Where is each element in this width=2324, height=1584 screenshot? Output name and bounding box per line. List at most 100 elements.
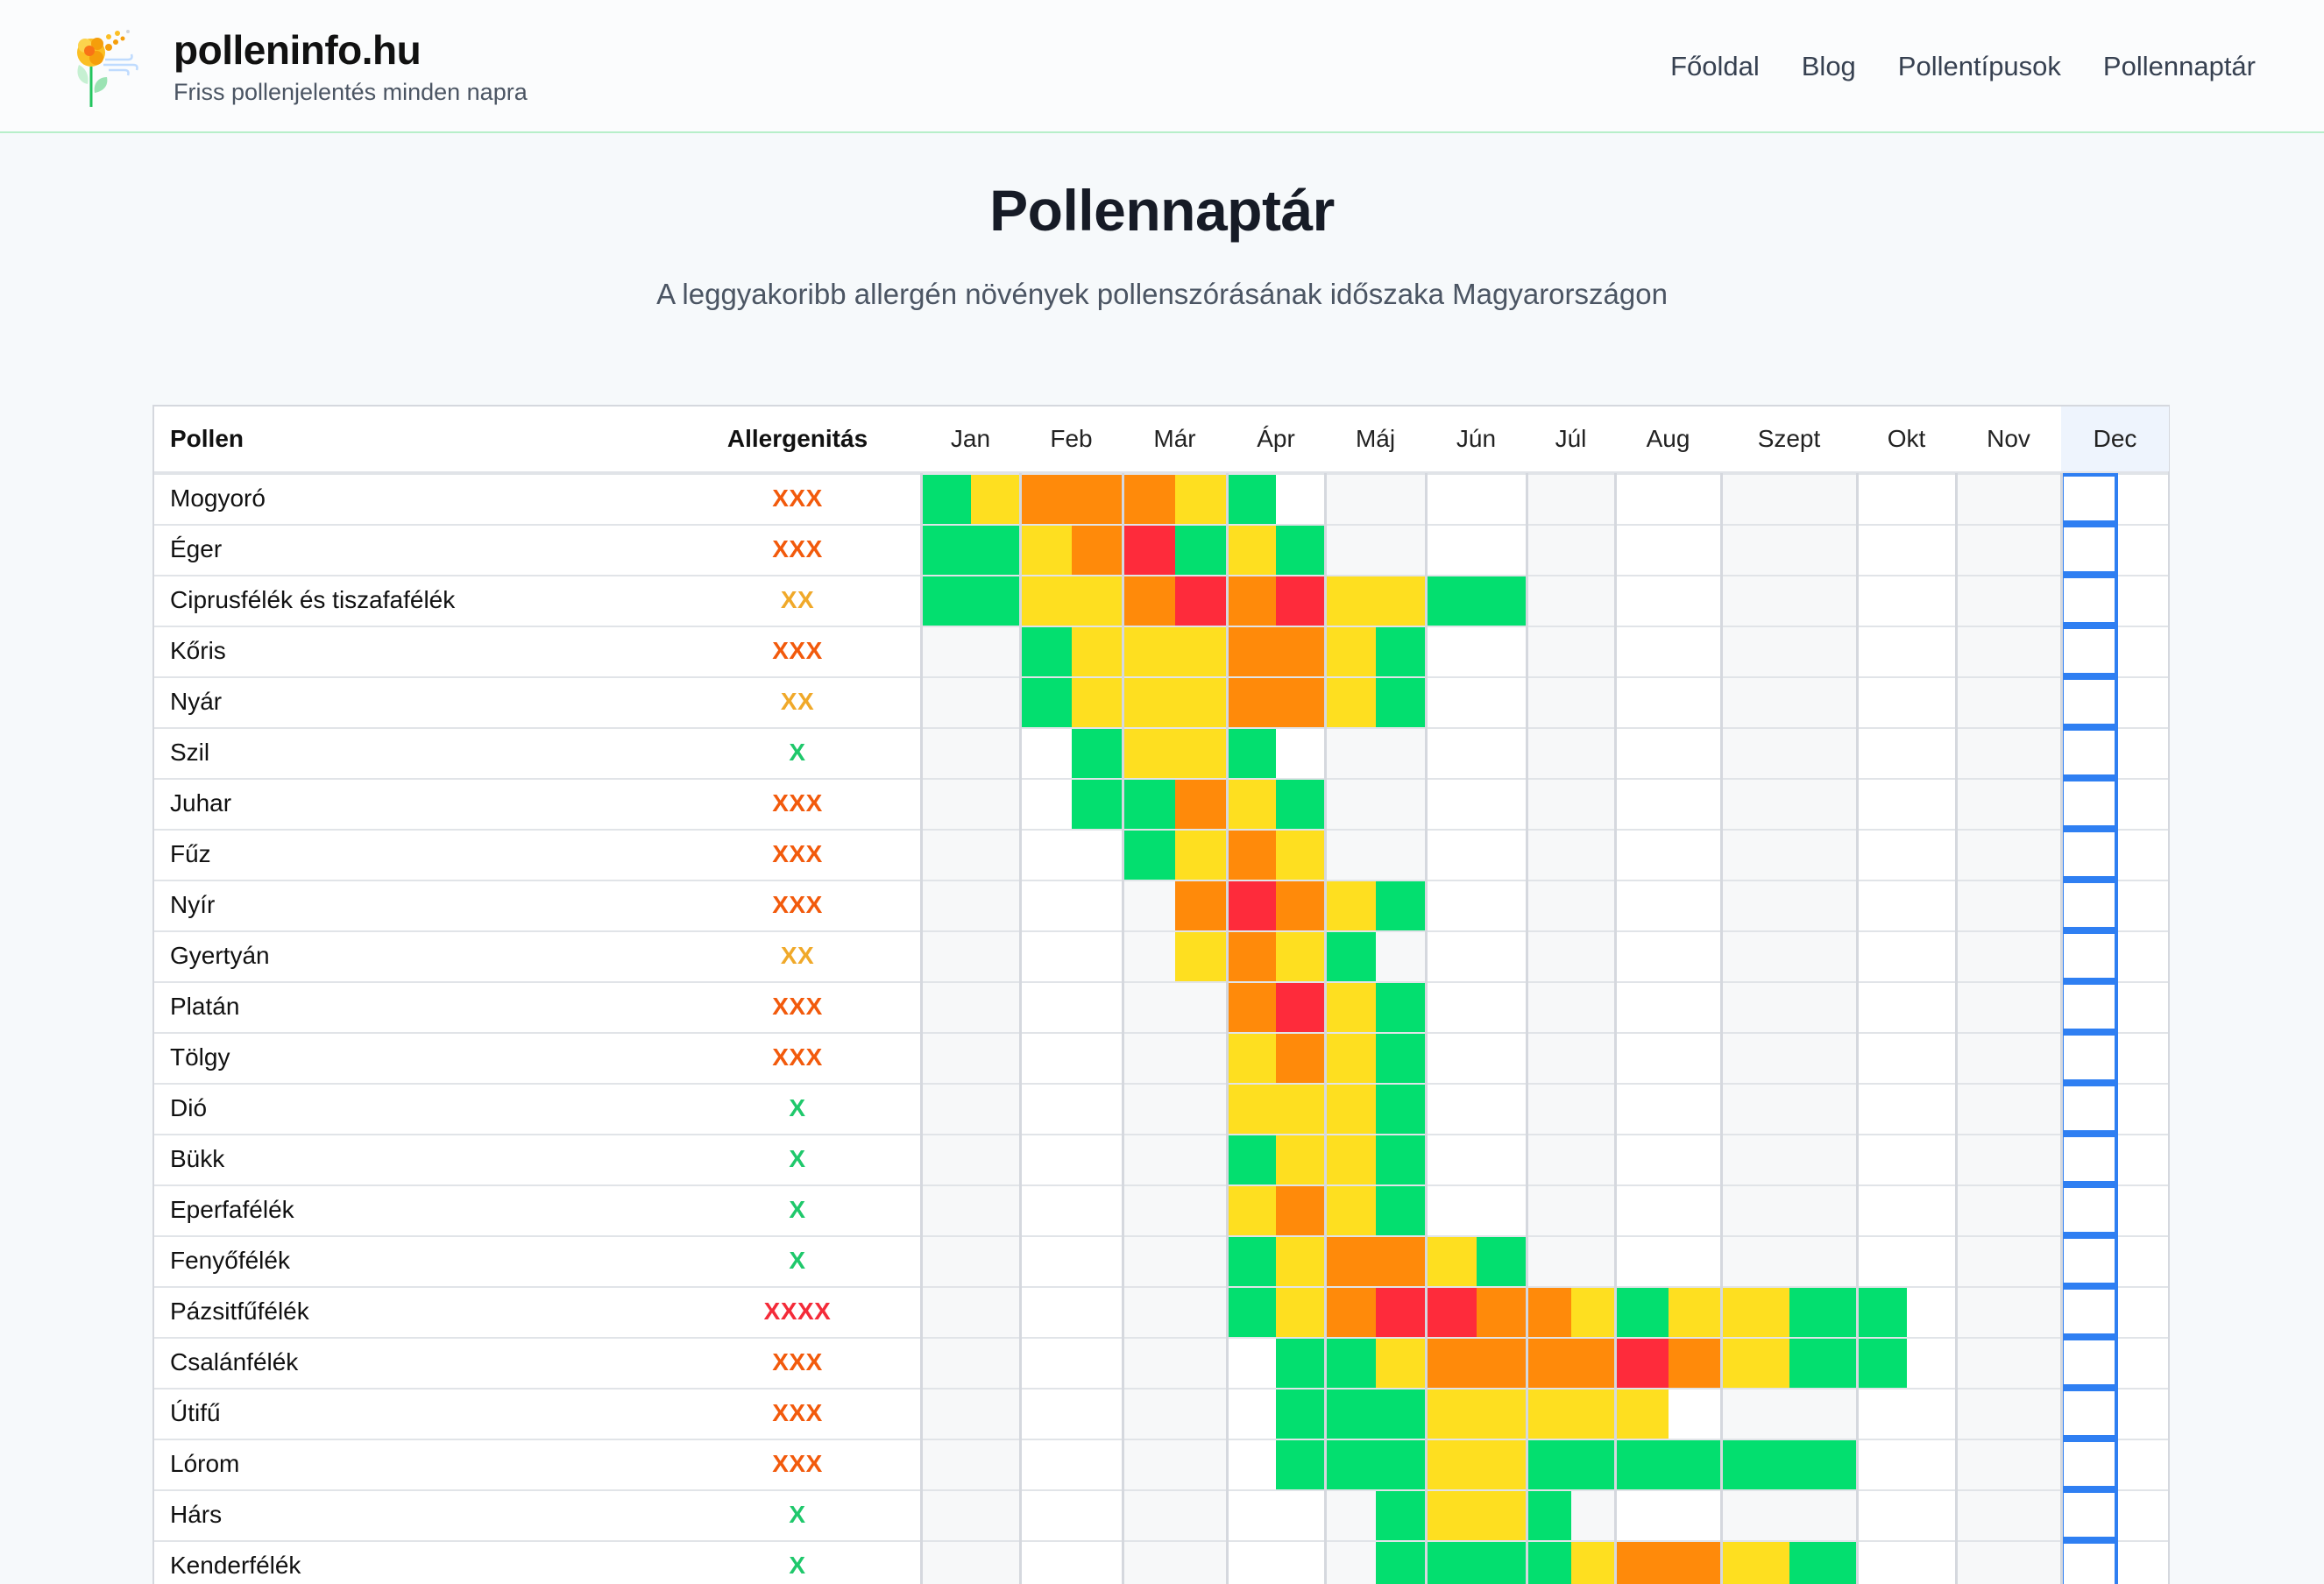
- pollen-level-cell: [1124, 475, 1175, 524]
- nav-link-home[interactable]: Főoldal: [1670, 51, 1760, 81]
- nav-link-pollen-calendar[interactable]: Pollennaptár: [2102, 51, 2256, 81]
- pollen-level-cell: [1229, 1186, 1276, 1235]
- table-row[interactable]: Nyír XXX: [154, 880, 2168, 930]
- pollen-level-cell: [1229, 526, 1276, 575]
- table-row[interactable]: Ciprusfélék és tiszafafélék XX: [154, 575, 2168, 626]
- brand[interactable]: polleninfo.hu Friss pollenjelentés minde…: [67, 23, 528, 110]
- pollen-name: Nyár: [170, 688, 223, 715]
- pollen-name: Mogyoró: [170, 484, 266, 512]
- pollen-level-cell: [1617, 1542, 1669, 1584]
- table-row[interactable]: Tölgy XXX: [154, 1032, 2168, 1083]
- pollen-level-cell: [1327, 932, 1376, 981]
- month-divider: [1425, 473, 1428, 1584]
- table-row[interactable]: Lórom XXX: [154, 1439, 2168, 1489]
- table-row[interactable]: Platán XXX: [154, 981, 2168, 1032]
- table-row[interactable]: Hárs X: [154, 1489, 2168, 1540]
- pollen-level-cell: [1428, 1542, 1477, 1584]
- pollen-level-cell: [1428, 1390, 1477, 1439]
- pollen-level-cell: [1327, 1085, 1376, 1134]
- pollen-level-cell: [1375, 1085, 1426, 1134]
- column-header-month: Ápr: [1257, 425, 1295, 452]
- table-row[interactable]: Kenderfélék X: [154, 1540, 2168, 1584]
- pollen-level-cell: [1071, 678, 1123, 727]
- nav-link-pollen-types[interactable]: Pollentípusok: [1897, 51, 2061, 81]
- pollen-level-cell: [1229, 1085, 1276, 1134]
- allergenity-rating: XXX: [772, 840, 823, 867]
- pollen-level-cell: [1375, 627, 1426, 676]
- pollen-level-cell: [1476, 576, 1527, 626]
- pollen-level-cell: [1327, 678, 1376, 727]
- table-row[interactable]: Pázsitfűfélék XXXX: [154, 1286, 2168, 1337]
- pollen-name: Éger: [170, 535, 223, 562]
- table-row[interactable]: Útifű XXX: [154, 1388, 2168, 1439]
- pollen-name: Juhar: [170, 789, 232, 817]
- pollen-level-cell: [1229, 729, 1276, 778]
- pollen-level-cell: [1375, 1288, 1426, 1337]
- pollen-level-cell: [1375, 1390, 1426, 1439]
- month-divider: [1526, 473, 1528, 1584]
- pollen-level-cell: [1276, 1440, 1325, 1489]
- pollen-level-cell: [923, 475, 971, 524]
- pollen-level-cell: [1174, 932, 1227, 981]
- pollen-level-cell: [923, 576, 971, 626]
- pollen-level-cell: [1174, 831, 1227, 880]
- column-header-month: Jan: [950, 425, 991, 452]
- allergenity-rating: XXX: [772, 1450, 823, 1477]
- current-period-marker: [2060, 778, 2118, 829]
- pollen-level-cell: [1229, 983, 1276, 1032]
- flower-pollen-wind-icon: [77, 30, 138, 107]
- pollen-level-cell: [1327, 1135, 1376, 1184]
- row-divider: [154, 575, 2168, 576]
- pollen-level-cell: [1229, 831, 1276, 880]
- table-row[interactable]: Bükk X: [154, 1134, 2168, 1184]
- row-divider: [154, 1540, 2168, 1542]
- allergenity-rating: X: [789, 1552, 806, 1579]
- pollen-level-cell: [1276, 678, 1325, 727]
- pollen-level-cell: [1276, 983, 1325, 1032]
- table-row[interactable]: Csalánfélék XXX: [154, 1337, 2168, 1388]
- pollen-level-cell: [1327, 1339, 1376, 1388]
- table-row[interactable]: Fenyőfélék X: [154, 1235, 2168, 1286]
- pollen-level-cell: [1276, 627, 1325, 676]
- table-header-row: Pollen Allergenitás Jan Feb Már Ápr Máj Jún Jú…: [154, 407, 2169, 473]
- pollen-level-cell: [1174, 881, 1227, 930]
- table-row[interactable]: Nyár XX: [154, 676, 2168, 727]
- pollen-level-cell: [1276, 1085, 1325, 1134]
- pollen-level-cell: [970, 526, 1020, 575]
- current-period-marker: [2060, 676, 2118, 727]
- pollen-level-cell: [1528, 1440, 1571, 1489]
- month-column-shade: [1721, 473, 1857, 1584]
- current-period-marker: [2060, 1337, 2118, 1388]
- pollen-level-cell: [1276, 932, 1325, 981]
- site-name[interactable]: polleninfo.hu: [174, 27, 422, 73]
- pollen-calendar-table: Pollen Allergenitás Jan Feb Már Ápr Máj Jún Jú…: [152, 405, 2170, 1584]
- table-row[interactable]: Fűz XXX: [154, 829, 2168, 880]
- table-row[interactable]: Juhar XXX: [154, 778, 2168, 829]
- pollen-level-cell: [1327, 627, 1376, 676]
- row-divider: [154, 676, 2168, 678]
- pollen-level-cell: [1229, 932, 1276, 981]
- pollen-level-cell: [1528, 1339, 1571, 1388]
- table-row[interactable]: Éger XXX: [154, 524, 2168, 575]
- pollen-level-cell: [1375, 678, 1426, 727]
- month-divider: [1324, 473, 1327, 1584]
- nav-link-blog[interactable]: Blog: [1801, 51, 1856, 81]
- pollen-level-cell: [1071, 780, 1123, 829]
- pollen-level-cell: [1859, 1288, 1907, 1337]
- table-row[interactable]: Kőris XXX: [154, 626, 2168, 676]
- row-divider: [154, 1083, 2168, 1085]
- table-row[interactable]: Mogyoró XXX: [154, 473, 2168, 524]
- pollen-level-cell: [1276, 881, 1325, 930]
- pollen-level-cell: [1071, 526, 1123, 575]
- pollen-level-cell: [1617, 1390, 1669, 1439]
- table-row[interactable]: Eperfafélék X: [154, 1184, 2168, 1235]
- pollen-name: Eperfafélék: [170, 1196, 294, 1223]
- pollen-name: Útifű: [170, 1399, 221, 1426]
- pollen-level-cell: [1528, 1390, 1571, 1439]
- pollen-level-cell: [1789, 1339, 1857, 1388]
- table-row[interactable]: Gyertyán XX: [154, 930, 2168, 981]
- table-row[interactable]: Dió X: [154, 1083, 2168, 1134]
- table-row[interactable]: Szil X: [154, 727, 2168, 778]
- pollen-level-cell: [1617, 1288, 1669, 1337]
- allergenity-rating: XXX: [772, 789, 823, 817]
